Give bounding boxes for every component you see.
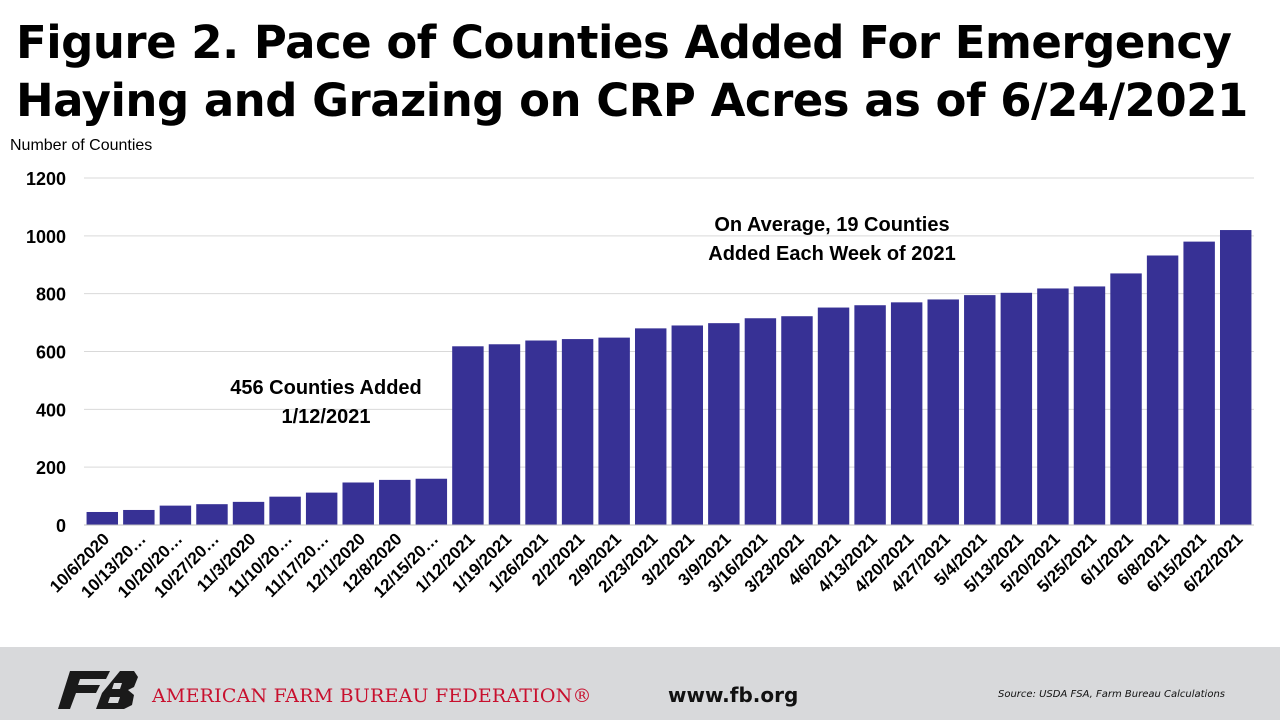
bar: [123, 509, 155, 525]
chart-title: Figure 2. Pace of Counties Added For Eme…: [16, 16, 1248, 127]
bar: [854, 305, 886, 525]
bar: [1110, 273, 1142, 525]
bar: [232, 501, 265, 525]
bar: [525, 340, 557, 525]
bar: [598, 337, 630, 525]
bar: [452, 346, 484, 525]
y-tick-label: 0: [56, 516, 66, 536]
bar: [342, 482, 374, 525]
footer: AMERICAN FARM BUREAU FEDERATION® www.fb.…: [0, 647, 1280, 720]
bar: [744, 318, 777, 525]
bar: [488, 344, 521, 525]
bar: [561, 339, 594, 525]
y-tick-label: 1000: [26, 227, 66, 247]
bar: [708, 323, 740, 525]
bar: [86, 511, 119, 525]
bar: [671, 325, 704, 525]
bar: [927, 299, 959, 525]
bar: [1146, 255, 1179, 525]
bar: [964, 295, 996, 525]
y-tick-label: 400: [36, 400, 66, 420]
bar: [196, 504, 228, 525]
bar: [817, 307, 850, 525]
annotation-text: Added Each Week of 2021: [708, 243, 956, 265]
organization-name: AMERICAN FARM BUREAU FEDERATION®: [152, 685, 592, 707]
fb-logo-icon: [58, 671, 138, 709]
annotation-text: 456 Counties Added: [230, 377, 422, 399]
bar: [305, 492, 338, 525]
bar: [269, 496, 301, 525]
bar: [781, 316, 813, 525]
bar: [1000, 292, 1033, 525]
y-tick-label: 600: [36, 343, 66, 363]
bar: [415, 478, 448, 525]
bar: [1183, 241, 1215, 525]
bar: [379, 479, 411, 525]
y-tick-label: 200: [36, 458, 66, 478]
bar: [1219, 230, 1252, 526]
website-link[interactable]: www.fb.org: [668, 683, 799, 707]
bar: [634, 328, 667, 525]
bar: [890, 302, 923, 525]
annotation-text: 1/12/2021: [282, 406, 371, 428]
bar: [1037, 288, 1069, 525]
bar: [159, 505, 192, 525]
y-axis-label: Number of Counties: [10, 137, 152, 154]
source-note: Source: USDA FSA, Farm Bureau Calculatio…: [998, 689, 1225, 700]
bar: [1073, 286, 1106, 525]
y-tick-label: 1200: [26, 169, 66, 189]
annotation-text: On Average, 19 Counties: [714, 214, 949, 236]
bar-chart: Number of Counties 0 200 400 600 800 1000 1200…: [10, 137, 1254, 602]
y-tick-label: 800: [36, 285, 66, 305]
